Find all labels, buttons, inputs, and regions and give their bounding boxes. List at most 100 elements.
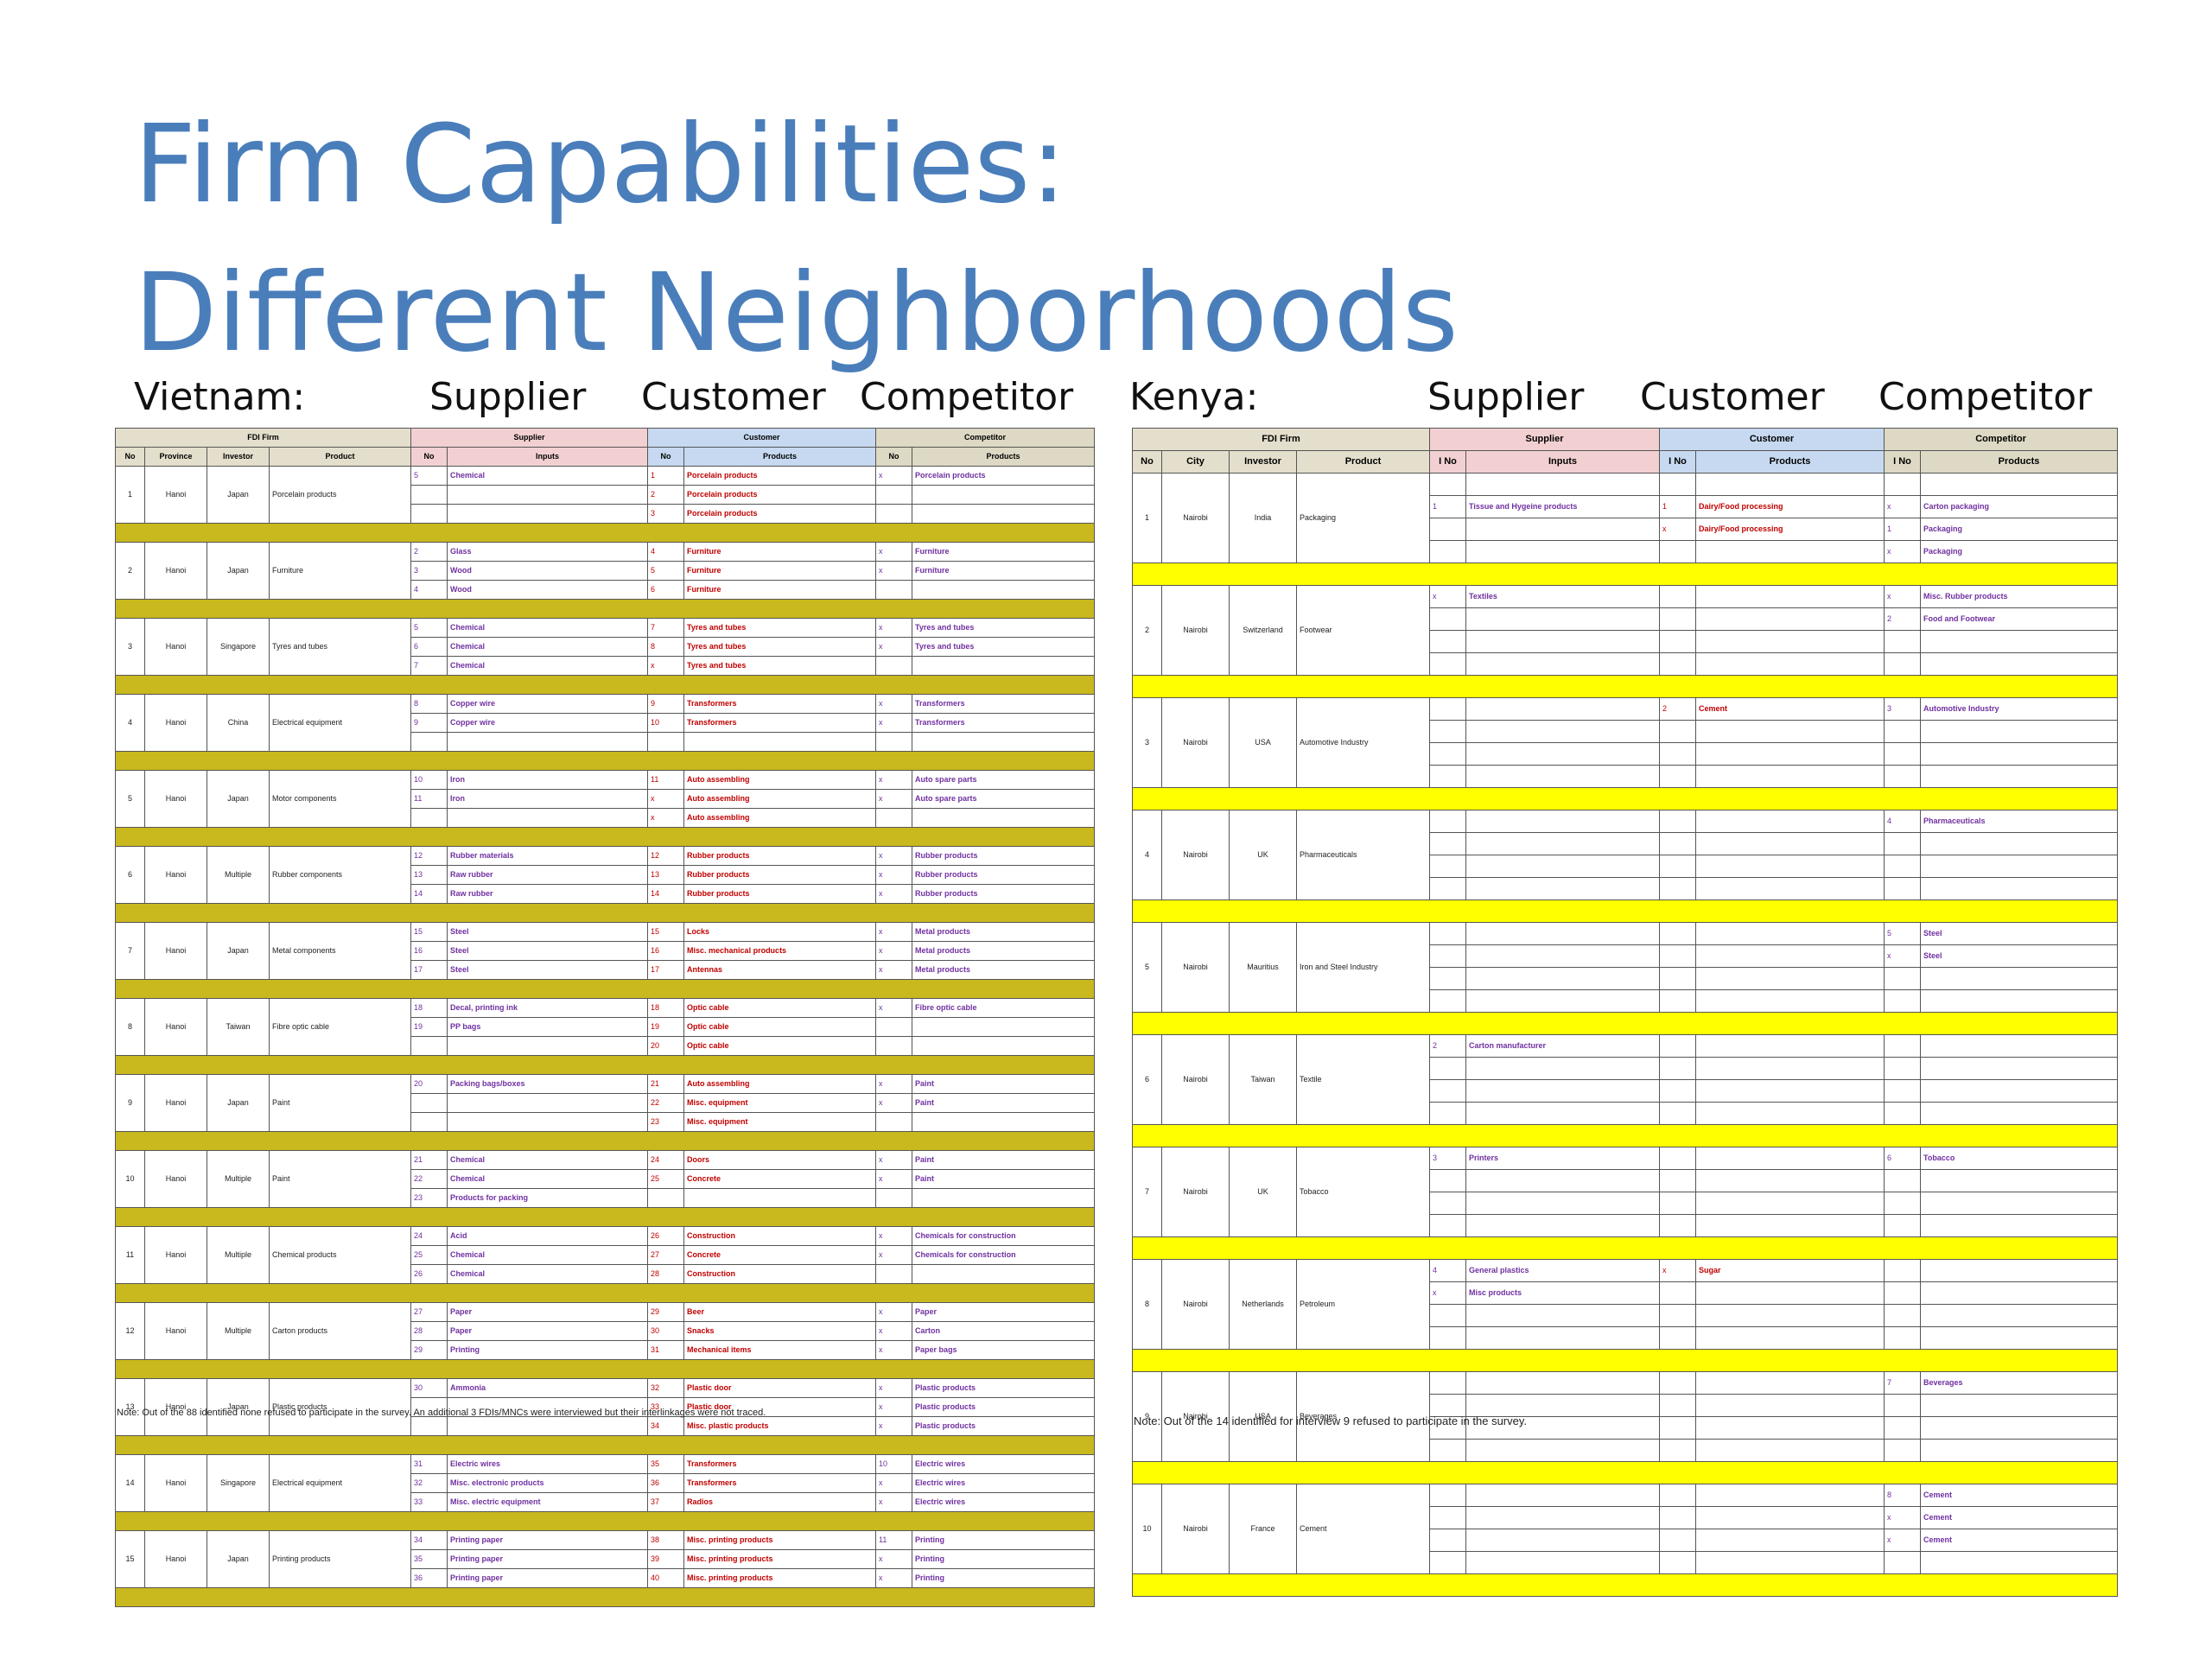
table-row — [1133, 967, 2119, 990]
supplier-input-cell — [1465, 922, 1661, 945]
supplier-input-cell — [447, 485, 649, 505]
competitor-product-cell: Auto spare parts — [912, 789, 1096, 809]
supplier-input-cell: Raw rubber — [447, 865, 649, 885]
fdi-investor-cell: Singapore — [207, 1454, 270, 1512]
competitor-product-cell — [1920, 1551, 2119, 1574]
competitor-product-cell: Paint — [912, 1093, 1096, 1113]
customer-no-cell: 35 — [647, 1454, 685, 1474]
supplier-input-cell — [1465, 697, 1661, 721]
competitor-no-cell: 6 — [1884, 1147, 1922, 1170]
separator-band — [1131, 1349, 2119, 1372]
row-separator — [1131, 563, 2119, 586]
supplier-input-cell — [1465, 1416, 1661, 1440]
label-vietnam: Vietnam: — [134, 375, 306, 419]
competitor-product-cell: Metal products — [912, 941, 1096, 961]
fdi-product-cell: Automotive Industry — [1296, 697, 1430, 788]
fdi-product-cell: Electrical equipment — [268, 694, 412, 752]
customer-product-cell: Rubber products — [683, 846, 877, 866]
table-row: 5 Nairobi Mauritius Iron and Steel Industry… — [1132, 922, 2119, 1013]
customer-no-cell: 13 — [647, 865, 685, 885]
supplier-input-cell — [1465, 540, 1661, 563]
supplier-input-cell: Paper — [447, 1321, 649, 1341]
separator-band — [1131, 1236, 2119, 1260]
customer-product-cell — [1695, 1034, 1885, 1058]
supplier-no-cell: 4 — [410, 580, 448, 600]
competitor-no-cell: 11 — [875, 1530, 913, 1550]
label-vn-supplier: Supplier — [429, 375, 587, 419]
supplier-no-cell — [1429, 1102, 1466, 1125]
supplier-input-cell: Raw rubber — [447, 884, 649, 904]
supplier-no-cell: 25 — [410, 1245, 448, 1265]
competitor-product-cell: Printing — [912, 1530, 1096, 1550]
supplier-input-cell — [447, 1093, 649, 1113]
fdi-city-cell: Nairobi — [1161, 473, 1230, 563]
fdi-investor-cell: Netherlands — [1229, 1259, 1297, 1350]
table-row: 8 Nairobi Netherlands Petroleum 4 General pla… — [1132, 1259, 2119, 1350]
competitor-product-cell — [912, 732, 1096, 752]
customer-no-cell — [1659, 855, 1697, 878]
supplier-no-cell — [1429, 518, 1466, 541]
customer-product-cell: Construction — [683, 1226, 877, 1246]
customer-no-cell: 15 — [647, 922, 685, 942]
customer-no-cell: 16 — [647, 941, 685, 961]
customer-no-cell: 2 — [1659, 697, 1697, 721]
customer-product-cell: Misc. printing products — [683, 1549, 877, 1569]
competitor-no-cell: 8 — [1884, 1484, 1922, 1507]
table-row: x Cement — [1133, 1529, 2119, 1552]
fdi-product-cell: Cement — [1296, 1484, 1430, 1574]
fdi-city-cell: Nairobi — [1161, 1034, 1230, 1125]
competitor-product-cell: Paint — [912, 1169, 1096, 1189]
separator-band — [114, 523, 1096, 543]
table-row: 3 Wood 5 Furniture x Furniture — [116, 561, 1096, 581]
fdi-investor-cell: Multiple — [207, 846, 270, 904]
competitor-product-cell — [1920, 1439, 2119, 1462]
customer-no-cell: 22 — [647, 1093, 685, 1113]
competitor-no-cell: x — [875, 713, 913, 733]
separator-band — [1131, 787, 2119, 810]
customer-no-cell — [1659, 585, 1697, 608]
competitor-product-cell — [1920, 832, 2119, 855]
supplier-no-cell — [1429, 630, 1466, 653]
supplier-input-cell — [447, 504, 649, 524]
supplier-no-cell: 4 — [1429, 1259, 1466, 1282]
supplier-no-cell — [410, 485, 448, 505]
supplier-input-cell — [1465, 1214, 1661, 1237]
supplier-no-cell — [410, 1036, 448, 1056]
customer-no-cell: 2 — [647, 485, 685, 505]
customer-product-cell — [1695, 1079, 1885, 1103]
customer-no-cell: 25 — [647, 1169, 685, 1189]
customer-product-cell — [1695, 1192, 1885, 1215]
customer-no-cell: 18 — [647, 998, 685, 1018]
customer-no-cell: 5 — [647, 561, 685, 581]
competitor-no-cell: 1 — [1884, 518, 1922, 541]
supplier-no-cell: x — [1429, 585, 1466, 608]
competitor-no-cell — [1884, 855, 1922, 878]
customer-no-cell — [1659, 607, 1697, 631]
fdi-no-cell: 14 — [115, 1454, 145, 1512]
row-separator — [114, 903, 1096, 923]
row-separator — [114, 675, 1096, 695]
competitor-product-cell: Steel — [1920, 944, 2119, 968]
supplier-no-cell: 1 — [1429, 495, 1466, 518]
customer-no-cell: x — [647, 808, 685, 828]
competitor-product-cell — [912, 1188, 1096, 1208]
table-row: 22 Misc. equipment x Paint — [116, 1093, 1096, 1113]
customer-product-cell: Rubber products — [683, 865, 877, 885]
competitor-product-cell: Transformers — [912, 713, 1096, 733]
competitor-product-cell — [1920, 855, 2119, 878]
supplier-input-cell — [1465, 518, 1661, 541]
competitor-no-cell: x — [875, 1378, 913, 1398]
competitor-no-cell — [875, 1112, 913, 1132]
fdi-province-cell: Hanoi — [144, 694, 207, 752]
supplier-input-cell — [1465, 1304, 1661, 1327]
competitor-product-cell — [912, 1264, 1096, 1284]
customer-no-cell — [1659, 1079, 1697, 1103]
competitor-no-cell: x — [875, 1169, 913, 1189]
competitor-product-cell: Fibre optic cable — [912, 998, 1096, 1018]
competitor-product-cell — [912, 656, 1096, 676]
competitor-product-cell: Cement — [1920, 1529, 2119, 1552]
separator-band — [114, 1359, 1096, 1379]
row-separator — [114, 979, 1096, 999]
fdi-investor-cell: Japan — [207, 922, 270, 980]
customer-product-cell: Plastic door — [683, 1378, 877, 1398]
